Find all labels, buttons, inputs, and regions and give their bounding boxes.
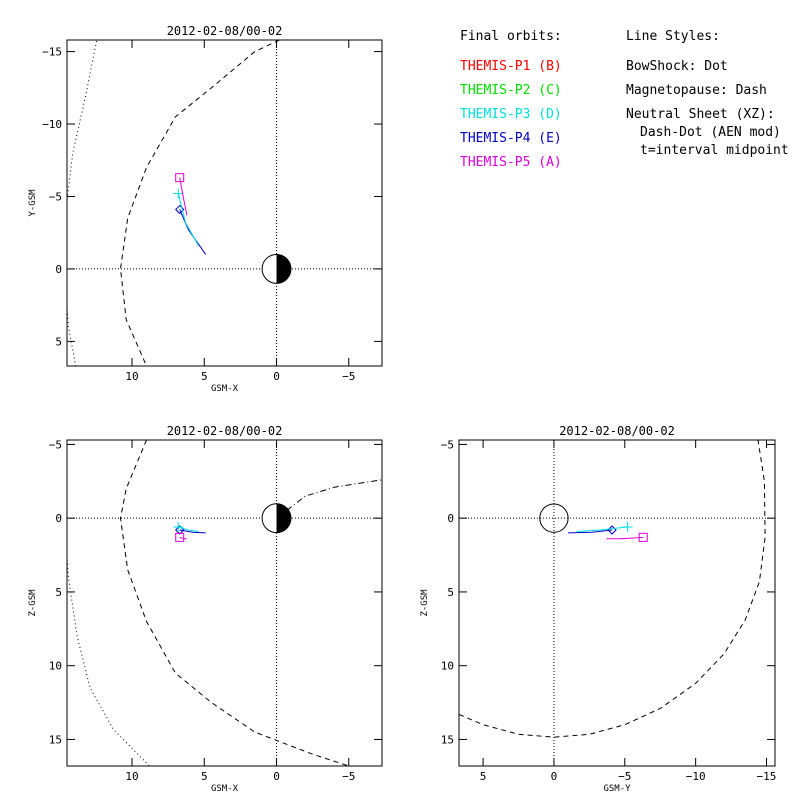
y-tick-label: −5 bbox=[49, 438, 62, 451]
bowshock-curve bbox=[67, 40, 98, 366]
orbit-line bbox=[178, 526, 199, 532]
y-tick-label: −5 bbox=[441, 438, 454, 451]
orbit-marker-square bbox=[638, 532, 648, 542]
orbit-line bbox=[179, 177, 188, 216]
orbit-line bbox=[576, 526, 628, 532]
y-tick-label: 0 bbox=[447, 512, 454, 525]
x-tick-label: 5 bbox=[201, 370, 208, 383]
y-tick-label: −15 bbox=[42, 46, 62, 59]
y-tick-label: −10 bbox=[42, 118, 62, 131]
x-axis-label-xy: GSM-X bbox=[211, 384, 239, 394]
legend-style-neutral-sheet: Neutral Sheet (XZ): bbox=[626, 107, 775, 122]
x-tick-label: 10 bbox=[125, 370, 138, 383]
magnetopause-curve bbox=[119, 40, 280, 366]
plot-frame-xy bbox=[66, 39, 383, 367]
y-tick-label: 0 bbox=[55, 512, 62, 525]
legend-probe-p5: THEMIS-P5 (A) bbox=[460, 155, 562, 170]
legend-probe-p4: THEMIS-P4 (E) bbox=[460, 131, 562, 146]
earth-night-side bbox=[276, 503, 291, 533]
legend: Final orbits: THEMIS-P1 (B) THEMIS-P2 (C… bbox=[460, 29, 789, 170]
x-tick-label: −5 bbox=[618, 770, 631, 783]
x-tick-label: −5 bbox=[342, 770, 355, 783]
x-tick-label: −10 bbox=[686, 770, 706, 783]
magnetopause-curve bbox=[459, 440, 766, 738]
legend-probe-p2: THEMIS-P2 (C) bbox=[460, 83, 562, 98]
x-tick-label: 0 bbox=[551, 770, 558, 783]
orbit-marker-square bbox=[175, 532, 185, 542]
plot-area-xz bbox=[67, 440, 382, 766]
legend-style-neutral-sheet-model: Dash-Dot (AEN mod) bbox=[640, 125, 781, 140]
y-tick-label: 15 bbox=[49, 733, 62, 746]
y-tick-label: 0 bbox=[55, 263, 62, 276]
bowshock-curve bbox=[67, 551, 150, 766]
orbit-marker-plus bbox=[622, 522, 633, 533]
magnetopause-curve bbox=[119, 440, 349, 766]
orbit-line bbox=[606, 536, 644, 540]
legend-probe-p3: THEMIS-P3 (D) bbox=[460, 107, 562, 122]
x-tick-label: 10 bbox=[125, 770, 138, 783]
earth-symbol bbox=[539, 503, 569, 533]
neutral-sheet-curve bbox=[276, 479, 382, 519]
legend-style-time-note: t=interval midpoint bbox=[640, 143, 789, 158]
chart-title-xy: 2012-02-08/00-02 bbox=[167, 24, 283, 38]
x-tick-label: 0 bbox=[273, 770, 280, 783]
orbit-line bbox=[568, 529, 613, 534]
plot-frame-xz bbox=[66, 439, 383, 767]
y-axis-label-yz: Z-GSM bbox=[420, 589, 430, 617]
chart-title-yz: 2012-02-08/00-02 bbox=[559, 424, 675, 438]
x-tick-label: 5 bbox=[480, 770, 487, 783]
legend-styles-header: Line Styles: bbox=[626, 29, 720, 44]
y-tick-label: −5 bbox=[49, 190, 62, 203]
earth-night-side bbox=[276, 254, 291, 284]
orbit-marker-plus bbox=[173, 522, 184, 533]
orbit-marker-plus bbox=[173, 188, 184, 199]
y-tick-label: 5 bbox=[447, 586, 454, 599]
legend-probe-p1: THEMIS-P1 (B) bbox=[460, 59, 562, 74]
panel-xz: 2012-02-08/00-02 10 5 0 −5 −5 0 5 10 15 GSM-X Z-GSM bbox=[28, 424, 383, 794]
legend-style-bowshock: BowShock: Dot bbox=[626, 59, 728, 74]
orbit-line bbox=[179, 209, 207, 255]
orbit-marker-square bbox=[175, 173, 185, 183]
plot-area-xy bbox=[67, 40, 382, 366]
plot-area-yz bbox=[459, 440, 775, 766]
y-axis-label-xz: Z-GSM bbox=[28, 589, 38, 617]
orbit-line bbox=[177, 193, 199, 246]
x-axis-label-xz: GSM-X bbox=[211, 784, 239, 794]
orbit-line bbox=[179, 529, 206, 534]
y-tick-label: 5 bbox=[55, 586, 62, 599]
y-tick-label: 15 bbox=[441, 733, 454, 746]
panel-yz: 2012-02-08/00-02 5 0 −5 −10 −15 −5 0 5 10 15 GSM-Y Z… bbox=[420, 424, 776, 794]
chart-title-xz: 2012-02-08/00-02 bbox=[167, 424, 283, 438]
x-tick-label: −15 bbox=[757, 770, 777, 783]
plot-frame-yz bbox=[458, 439, 776, 767]
legend-style-magnetopause: Magnetopause: Dash bbox=[626, 83, 767, 98]
x-tick-label: −5 bbox=[342, 370, 355, 383]
x-tick-label: 5 bbox=[201, 770, 208, 783]
y-tick-label: 5 bbox=[55, 335, 62, 348]
y-axis-label-xy: Y-GSM bbox=[28, 189, 38, 217]
x-tick-label: 0 bbox=[273, 370, 280, 383]
legend-orbits-header: Final orbits: bbox=[460, 29, 562, 44]
x-axis-label-yz: GSM-Y bbox=[603, 784, 631, 794]
y-tick-label: 10 bbox=[441, 660, 454, 673]
y-tick-label: 10 bbox=[49, 660, 62, 673]
